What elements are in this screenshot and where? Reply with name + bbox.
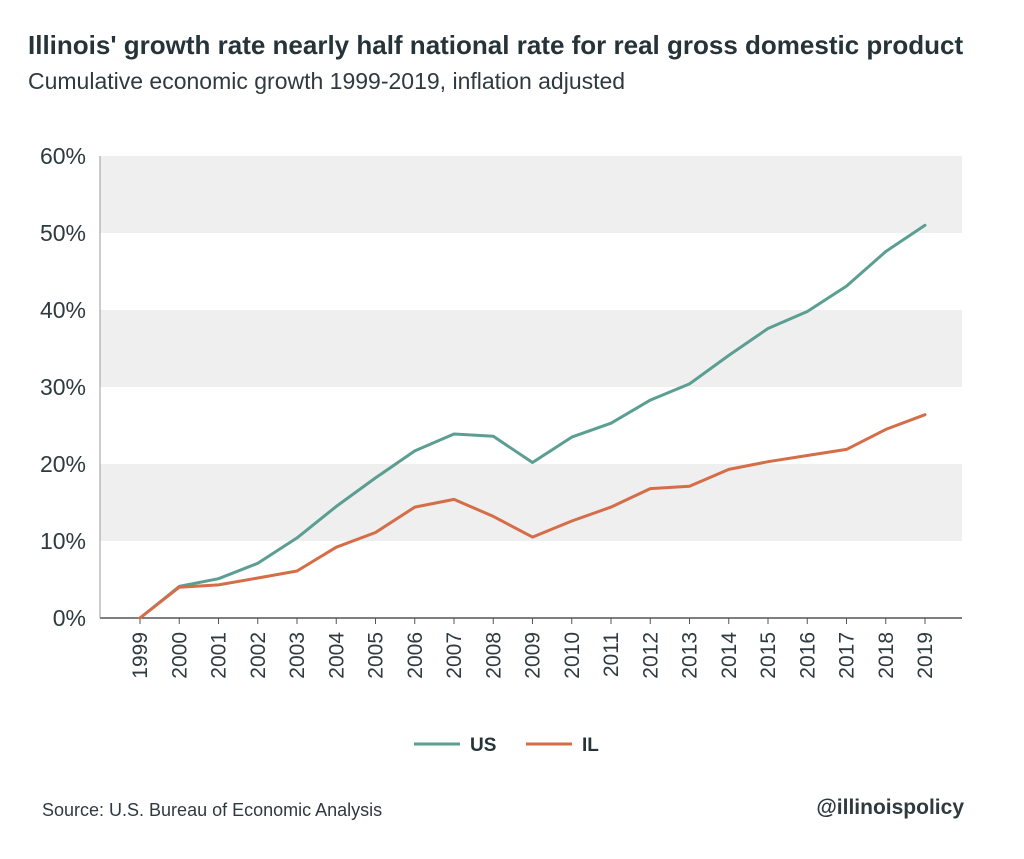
x-tick-label: 2007 [443,632,466,679]
x-tick-label: 2018 [875,632,898,679]
y-tick-label: 20% [40,451,86,477]
x-tick-label: 2019 [914,632,937,679]
x-tick-label: 2016 [796,632,819,679]
x-tick-label: 2000 [168,632,191,679]
x-tick-label: 2006 [404,632,427,679]
y-axis-ticks: 0% 10% 20% 30% 40% 50% 60% [40,143,86,631]
grid-band [100,310,962,387]
x-axis-ticks: 1999 2000 2001 2002 2003 2004 2005 2006 2007 2008… [129,618,937,679]
y-tick-label: 10% [40,528,86,554]
x-tick-label: 2017 [836,632,859,679]
x-tick-label: 2009 [522,632,545,679]
x-tick-label: 2013 [679,632,702,679]
x-tick-label: 2005 [365,632,388,679]
y-tick-label: 60% [40,143,86,169]
legend-label-us: US [470,735,496,756]
grid-band [100,156,962,233]
y-tick-label: 50% [40,220,86,246]
chart-title: Illinois' growth rate nearly half nation… [28,30,964,60]
chart-subtitle: Cumulative economic growth 1999-2019, in… [28,68,626,94]
x-tick-label: 2003 [286,632,309,679]
legend: US IL [414,735,599,756]
x-tick-label: 2004 [325,632,348,679]
x-tick-label: 2011 [600,632,623,677]
legend-label-il: IL [582,735,599,756]
source-note: Source: U.S. Bureau of Economic Analysis [42,800,383,820]
x-tick-label: 2015 [757,632,780,679]
y-tick-label: 40% [40,297,86,323]
x-tick-label: 2014 [718,632,741,679]
x-tick-label: 1999 [129,632,152,679]
x-tick-label: 2008 [482,632,505,679]
y-tick-label: 30% [40,374,86,400]
x-tick-label: 2001 [208,632,231,679]
x-tick-label: 2002 [247,632,270,679]
grid-band [100,464,962,541]
grid-bands [100,156,962,541]
x-tick-label: 2010 [561,632,584,679]
x-tick-label: 2012 [639,632,662,679]
series-line-us [138,223,927,620]
series-line-il [138,413,927,620]
social-handle: @illinoispolicy [816,796,964,819]
y-tick-label: 0% [53,605,86,631]
series-lines [138,223,927,620]
